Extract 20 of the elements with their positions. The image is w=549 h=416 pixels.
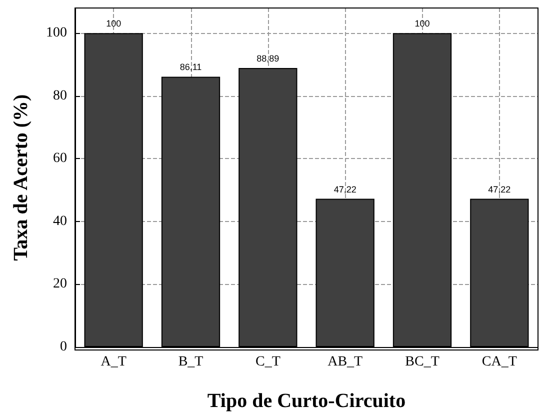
x-axis-title: Tipo de Curto-Circuito [207, 390, 406, 412]
y-tick-label: 0 [60, 340, 67, 354]
x-tick-label: CA_T [482, 354, 518, 370]
y-tick-label: 100 [46, 26, 67, 41]
x-tick-label: A_T [100, 354, 127, 370]
x-tick-label: BC_T [405, 354, 440, 370]
data-label: 47,22 [334, 184, 356, 194]
data-label: 100 [414, 18, 430, 29]
data-label: 88,89 [256, 53, 280, 64]
y-tick-label: 80 [53, 88, 67, 104]
y-axis-title: Taxa de Acerto (%) [10, 94, 32, 261]
x-tick-label: AB_T [328, 354, 364, 370]
y-tick-label: 20 [53, 276, 67, 292]
data-label: 47,22 [488, 184, 511, 194]
data-label: 86,11 [180, 62, 202, 72]
y-tick-label: 60 [53, 151, 67, 166]
x-tick-label: B_T [178, 354, 204, 370]
y-tick-label: 40 [53, 214, 67, 229]
x-tick-label: C_T [255, 354, 281, 370]
data-label: 100 [106, 18, 122, 29]
